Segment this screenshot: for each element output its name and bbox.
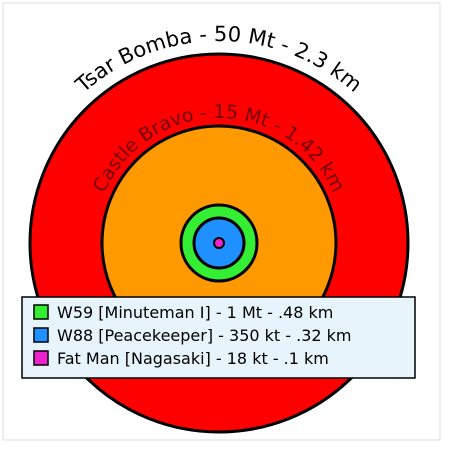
legend-swatch <box>33 350 49 366</box>
magenta-dot <box>213 237 225 249</box>
legend-label: Fat Man [Nagasaki] - 18 kt - .1 km <box>57 349 329 368</box>
legend-label: W88 [Peacekeeper] - 350 kt - .32 km <box>57 326 352 345</box>
legend-swatch <box>33 304 49 320</box>
legend-swatch <box>33 327 49 343</box>
legend-label: W59 [Minuteman I] - 1 Mt - .48 km <box>57 303 333 322</box>
legend-box <box>21 296 416 379</box>
